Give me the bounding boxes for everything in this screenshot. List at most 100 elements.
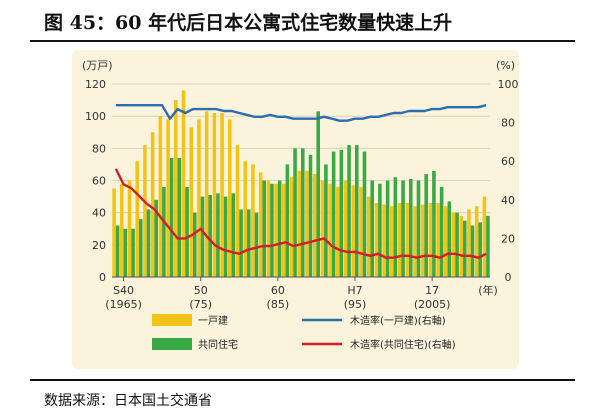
- y-left-tick-label: 40: [92, 207, 106, 220]
- bar-detached: [282, 183, 286, 277]
- bar-collective: [331, 151, 336, 277]
- bar-collective: [378, 183, 382, 277]
- legend-label-wood-detached: 木造率(一戸建)(右軸): [350, 314, 446, 327]
- bar-collective: [139, 219, 143, 277]
- x-tick-label: H7: [347, 284, 362, 297]
- legend-label-wood-collective: 木造率(共同住宅)(右軸): [350, 338, 456, 351]
- bar-detached: [436, 203, 440, 277]
- bar-collective: [177, 157, 182, 277]
- x-tick-sublabel: (75): [189, 298, 212, 311]
- x-tick-label: 60: [271, 284, 285, 297]
- axis-layer: (万戸) (%) (年) 0 20 40 60 80 100 120 0 20 40 60 80 100…: [82, 59, 519, 311]
- bar-detached: [420, 204, 425, 277]
- bar-detached: [243, 161, 247, 277]
- bar-detached: [297, 170, 301, 277]
- bar-detached: [482, 196, 487, 277]
- bar-detached: [158, 116, 163, 278]
- bar-detached: [212, 112, 217, 277]
- y-right-tick-label: 100: [498, 78, 519, 91]
- line-wood-detached: [115, 104, 487, 122]
- bar-collective: [355, 145, 359, 277]
- bar-detached: [328, 183, 332, 277]
- bar-detached: [366, 196, 371, 277]
- bar-detached: [351, 185, 355, 277]
- bar-detached: [289, 177, 294, 277]
- bar-collective: [185, 186, 189, 277]
- bar-detached: [150, 132, 155, 277]
- bar-detached: [228, 119, 232, 277]
- y-right-tick-label: 60: [501, 155, 515, 168]
- y-right-unit: (%): [496, 59, 515, 72]
- bar-collective: [247, 209, 251, 277]
- bar-collective: [339, 149, 344, 277]
- bar-collective: [162, 186, 166, 277]
- footer-rule: [30, 379, 575, 381]
- bar-detached: [359, 186, 363, 277]
- x-tick-sublabel: (2005): [414, 298, 451, 311]
- bar-layer: [112, 90, 490, 278]
- legend-swatch-collective: [152, 338, 192, 350]
- bar-collective: [293, 148, 297, 277]
- bar-detached: [135, 161, 139, 277]
- bar-detached: [312, 174, 317, 277]
- bar-collective: [115, 225, 120, 277]
- y-left-tick-label: 80: [92, 142, 106, 155]
- bar-collective: [455, 212, 459, 277]
- line-wood-collective: [114, 168, 487, 259]
- line-layer: [114, 104, 487, 259]
- bar-collective: [146, 209, 151, 277]
- y-right-tick-label: 40: [501, 194, 515, 207]
- y-right-tick-label: 80: [501, 117, 515, 130]
- bar-collective: [262, 180, 266, 277]
- bar-collective: [301, 148, 305, 277]
- bar-collective: [277, 180, 282, 277]
- bar-detached: [451, 212, 456, 277]
- bar-collective: [216, 193, 220, 277]
- bar-collective: [270, 183, 274, 277]
- y-left-tick-label: 100: [85, 110, 106, 123]
- bar-detached: [374, 203, 379, 277]
- bar-collective: [447, 201, 452, 277]
- bar-detached: [127, 180, 132, 277]
- bar-collective: [424, 174, 428, 277]
- bar-collective: [169, 157, 174, 277]
- bar-collective: [223, 196, 228, 277]
- bar-detached: [467, 209, 471, 277]
- bar-collective: [393, 177, 398, 277]
- y-left-unit: (万戸): [82, 59, 113, 72]
- x-tick-sublabel: (95): [344, 298, 367, 311]
- bar-collective: [231, 193, 236, 277]
- legend-label-detached: 一戸建: [198, 314, 228, 327]
- bar-collective: [478, 222, 482, 277]
- y-left-tick-label: 0: [99, 271, 106, 284]
- bar-collective: [370, 180, 374, 277]
- bar-collective: [463, 220, 467, 277]
- bar-collective: [239, 209, 243, 277]
- bar-collective: [470, 225, 475, 277]
- bar-detached: [181, 90, 186, 277]
- bar-detached: [112, 188, 116, 277]
- bar-detached: [274, 183, 278, 277]
- y-left-tick-label: 120: [85, 78, 106, 91]
- bar-detached: [197, 119, 201, 277]
- y-right-tick-label: 0: [505, 271, 512, 284]
- bar-collective: [200, 196, 205, 277]
- bar-detached: [143, 145, 147, 277]
- bar-detached: [204, 111, 209, 277]
- y-right-tick-label: 20: [501, 232, 515, 245]
- bar-detached: [251, 164, 255, 277]
- chart-svg: (万戸) (%) (年) 0 20 40 60 80 100 120 0 20 40 60 80 100…: [82, 59, 519, 351]
- bar-collective: [362, 151, 367, 277]
- x-tick-label: 17: [425, 284, 439, 297]
- bar-detached: [413, 206, 417, 277]
- x-tick-label: 50: [194, 284, 208, 297]
- x-tick-sublabel: (1965): [105, 298, 142, 311]
- y-left-tick-label: 60: [92, 175, 106, 188]
- bar-collective: [123, 228, 128, 277]
- bar-detached: [390, 206, 394, 277]
- bar-detached: [235, 145, 240, 277]
- bar-detached: [405, 203, 409, 277]
- bar-detached: [189, 127, 193, 277]
- bar-detached: [220, 112, 224, 277]
- bar-collective: [285, 164, 290, 277]
